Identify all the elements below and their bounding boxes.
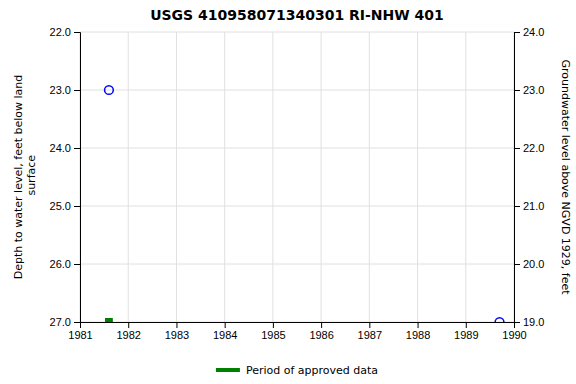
tick: 23.0 xyxy=(514,84,544,96)
tick-label: 1986 xyxy=(309,329,333,341)
grid-line-y xyxy=(80,148,514,149)
tick: 27.0 xyxy=(50,316,80,328)
series xyxy=(106,319,112,322)
tick: 1987 xyxy=(358,322,382,341)
legend-item: Period of approved data xyxy=(216,364,378,377)
tick-label: 1984 xyxy=(213,329,237,341)
tick: 1982 xyxy=(116,322,140,341)
tick-mark xyxy=(466,322,467,328)
tick-label: 1981 xyxy=(68,329,92,341)
legend-label: Period of approved data xyxy=(246,364,378,377)
grid-line-x xyxy=(128,32,129,322)
tick: 26.0 xyxy=(50,258,80,270)
x-axis: 1981 1982 1983 1984 1985 1986 1987 1988 1989 1990 xyxy=(68,322,526,341)
grid-line-y xyxy=(80,32,514,33)
tick-label: 23.0 xyxy=(523,84,544,96)
axis-line xyxy=(515,33,521,323)
tick-label: 26.0 xyxy=(50,258,71,270)
tick-label: 19.0 xyxy=(523,316,544,328)
point xyxy=(495,318,504,322)
tick-mark xyxy=(514,264,520,265)
tick: 22.0 xyxy=(50,26,80,38)
axis-line xyxy=(81,323,515,329)
y-axis-title: Depth to water level, feet below land su… xyxy=(12,75,38,280)
tick-label: 1988 xyxy=(406,329,430,341)
tick: 19.0 xyxy=(514,316,544,328)
tick: 20.0 xyxy=(514,258,544,270)
tick-mark xyxy=(74,148,80,149)
y2-axis-title: Groundwater level above NGVD 1929, feet xyxy=(559,59,572,295)
tick: 25.0 xyxy=(50,200,80,212)
tick-label: 23.0 xyxy=(50,84,71,96)
tick-label: 22.0 xyxy=(50,26,71,38)
tick: 22.0 xyxy=(514,142,544,154)
tick-label: 27.0 xyxy=(50,316,71,328)
tick-mark xyxy=(273,322,274,328)
tick-label: 1989 xyxy=(454,329,478,341)
tick-mark xyxy=(514,32,520,33)
legend: Period of approved data xyxy=(216,364,378,377)
marks xyxy=(105,86,504,322)
grid-line-x xyxy=(321,32,322,322)
tick-label: 22.0 xyxy=(523,142,544,154)
tick-mark xyxy=(321,322,322,328)
title: USGS 410958071340301 RI-NHW 401 xyxy=(150,7,444,23)
tick-mark xyxy=(514,322,520,323)
legend-swatch xyxy=(216,368,240,372)
grid xyxy=(80,32,514,322)
tick-label: 25.0 xyxy=(50,200,71,212)
tick: 1986 xyxy=(309,322,333,341)
grid-line-y xyxy=(80,264,514,265)
tick-label: 1983 xyxy=(165,329,189,341)
tick: 1981 xyxy=(68,322,92,341)
chart: 1981 1982 1983 1984 1985 1986 1987 1988 1989 1990… xyxy=(0,0,576,384)
tick: 24.0 xyxy=(50,142,80,154)
series xyxy=(105,86,504,322)
tick-mark xyxy=(514,90,520,91)
point xyxy=(105,86,114,95)
tick-label: 1982 xyxy=(116,329,140,341)
tick: 1984 xyxy=(213,322,237,341)
tick-mark xyxy=(176,322,177,328)
plot: 1981 1982 1983 1984 1985 1986 1987 1988 1989 1990… xyxy=(50,26,545,341)
tick-label: 21.0 xyxy=(523,200,544,212)
tick-mark xyxy=(128,322,129,328)
y2-axis: 24.0 23.0 22.0 21.0 20.0 19.0 xyxy=(514,26,544,328)
tick: 21.0 xyxy=(514,200,544,212)
tick-label: 1990 xyxy=(502,329,526,341)
grid-line-y xyxy=(80,206,514,207)
tick: 23.0 xyxy=(50,84,80,96)
grid-line-x xyxy=(272,32,273,322)
tick-mark xyxy=(418,322,419,328)
grid-line-x xyxy=(176,32,177,322)
tick: 1985 xyxy=(261,322,285,341)
tick-label: 20.0 xyxy=(523,258,544,270)
grid-line-x xyxy=(224,32,225,322)
tick: 24.0 xyxy=(514,26,544,38)
y-axis: 22.0 23.0 24.0 25.0 26.0 27.0 xyxy=(50,26,81,328)
tick-mark xyxy=(74,90,80,91)
tick-mark xyxy=(225,322,226,328)
tick-mark xyxy=(74,322,80,323)
tick-label: 24.0 xyxy=(50,142,71,154)
axis-line xyxy=(74,33,81,323)
tick-mark xyxy=(74,264,80,265)
tick: 1983 xyxy=(165,322,189,341)
tick-label: 24.0 xyxy=(523,26,544,38)
grid-line-y xyxy=(80,90,514,91)
tick-mark xyxy=(514,148,520,149)
tick: 1988 xyxy=(406,322,430,341)
tick: 1989 xyxy=(454,322,478,341)
tick-mark xyxy=(514,206,520,207)
tick-label: 1987 xyxy=(358,329,382,341)
tick-mark xyxy=(74,32,80,33)
point xyxy=(106,319,112,322)
tick-mark xyxy=(74,206,80,207)
grid-line-x xyxy=(369,32,370,322)
tick-label: 1985 xyxy=(261,329,285,341)
tick-mark xyxy=(369,322,370,328)
grid-line-x xyxy=(465,32,466,322)
grid-line-x xyxy=(417,32,418,322)
